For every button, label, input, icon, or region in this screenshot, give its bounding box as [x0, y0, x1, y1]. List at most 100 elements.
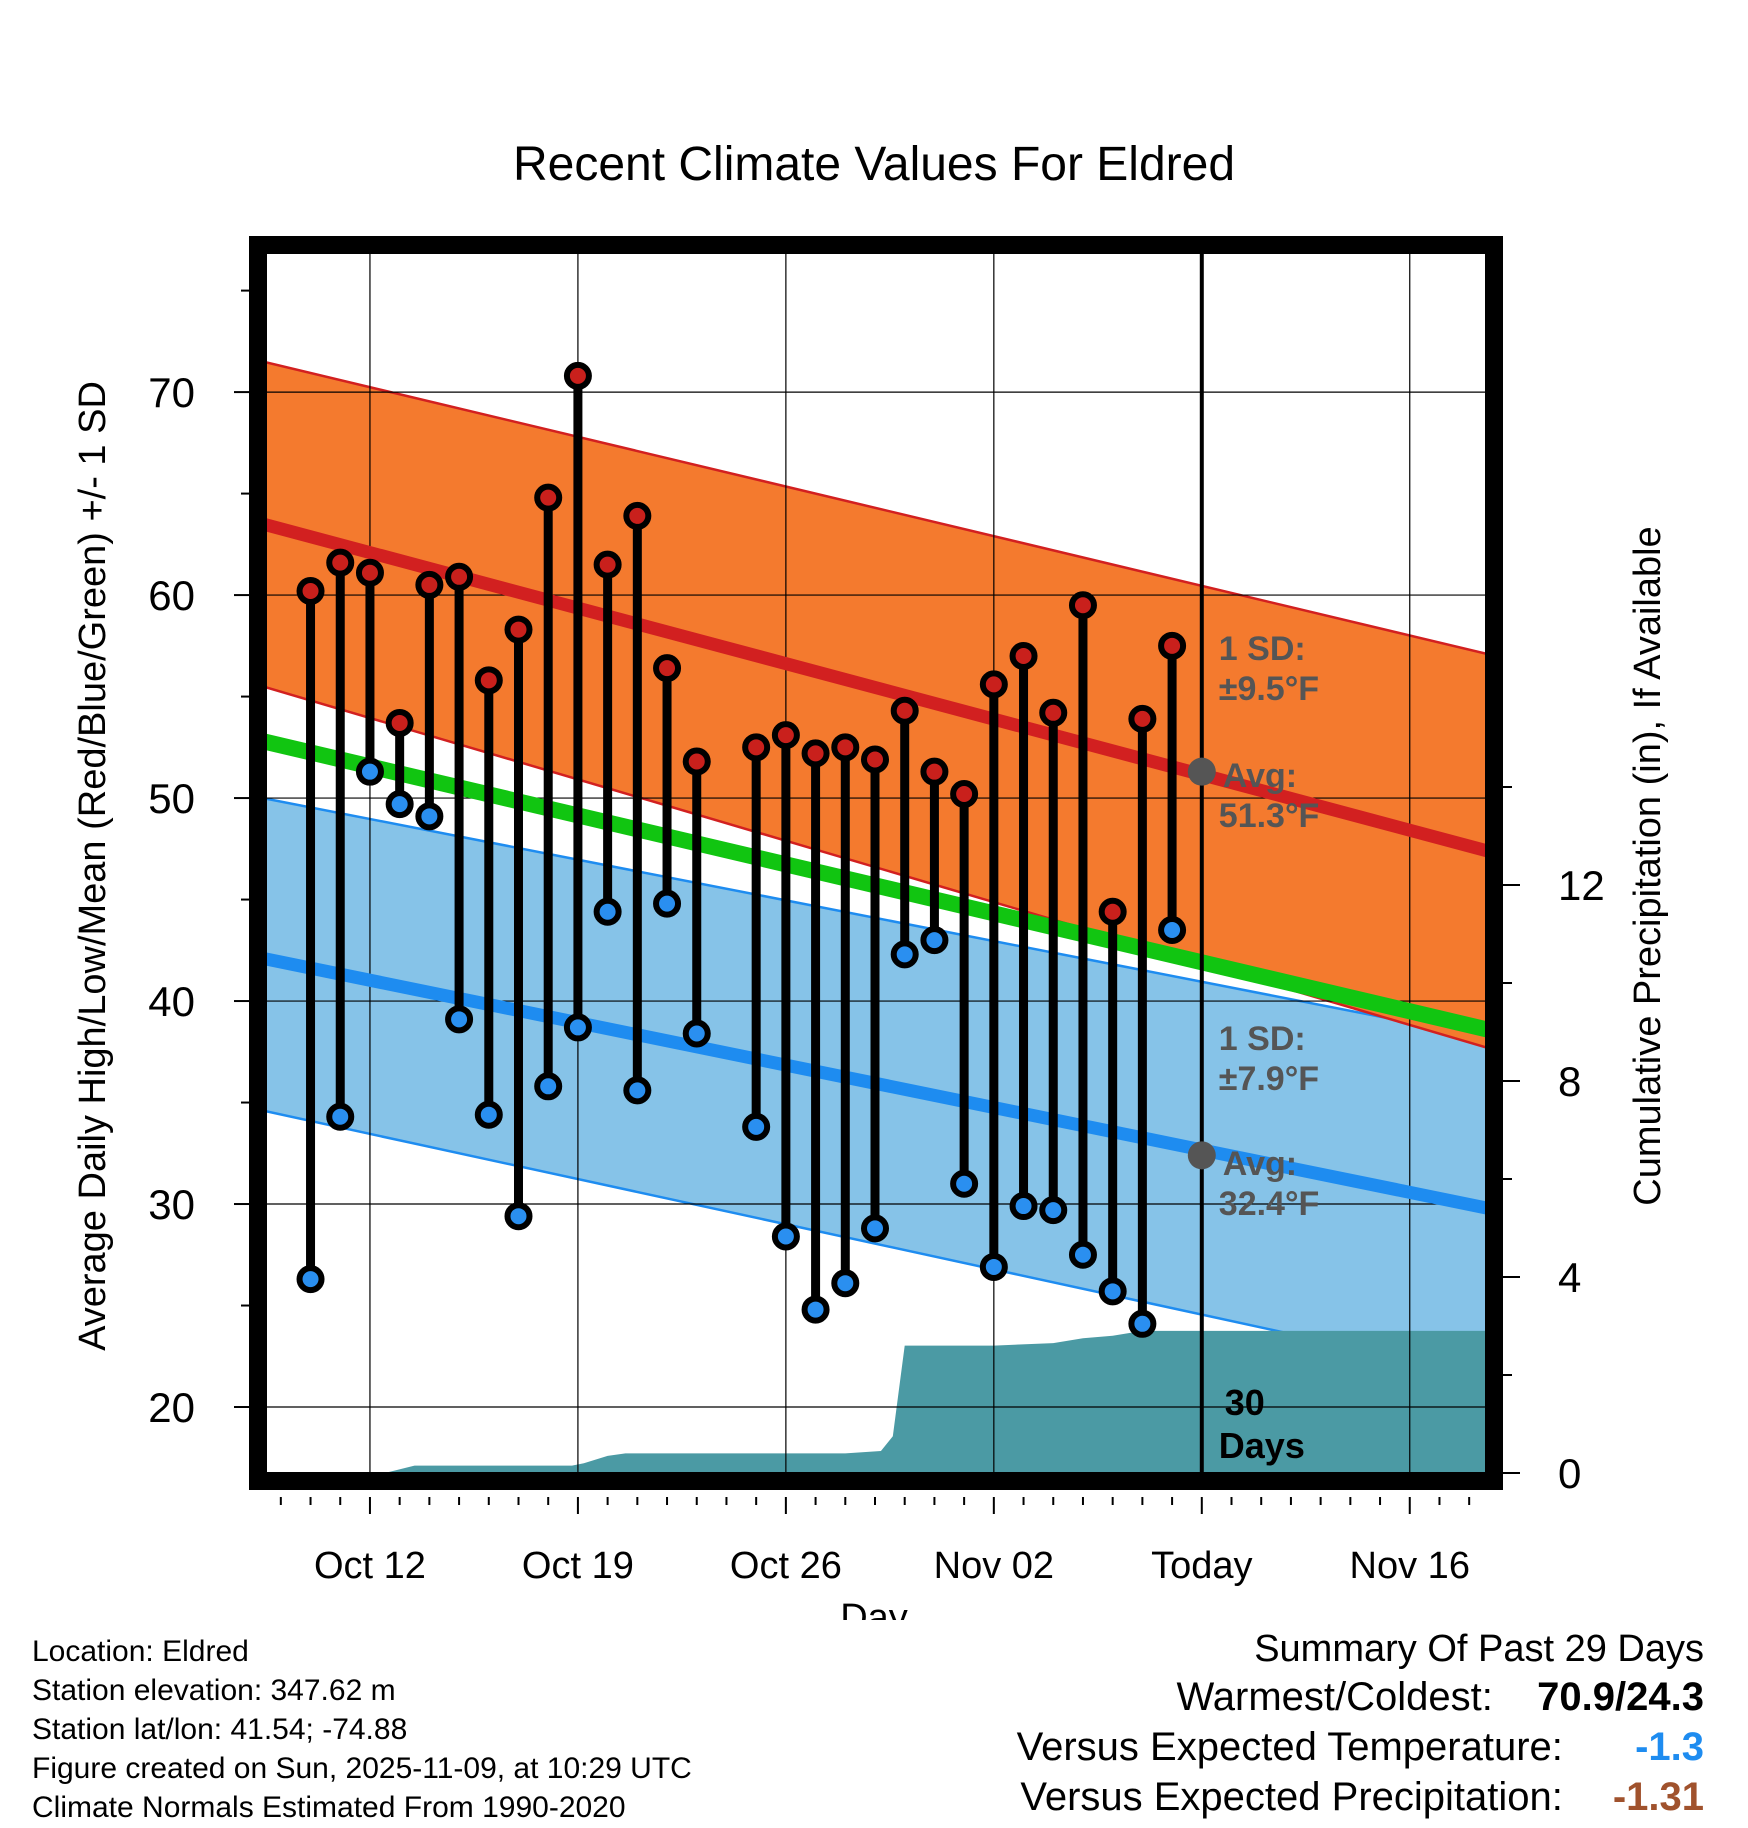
obs-low-point — [385, 790, 414, 819]
obs-high-point — [504, 615, 533, 644]
obs-low-point — [742, 1112, 771, 1141]
obs-high-point — [1128, 704, 1157, 733]
obs-low-point — [950, 1169, 979, 1198]
obs-high-point — [355, 558, 384, 587]
high-sd-band — [263, 361, 1487, 1048]
precip-diff-row: Versus Expected Precipitation: -1.31 — [1017, 1772, 1704, 1822]
obs-low-point — [445, 1005, 474, 1034]
elevation-text: Station elevation: 347.62 m — [32, 1674, 396, 1707]
obs-low-point — [1098, 1277, 1127, 1306]
high-sd-label: 1 SD: — [1219, 630, 1306, 668]
obs-low-point — [1039, 1196, 1068, 1225]
obs-high-point — [593, 550, 622, 579]
obs-high-point — [682, 747, 711, 776]
normals-period-text: Climate Normals Estimated From 1990-2020 — [32, 1791, 626, 1824]
summary-header: Summary Of Past 29 Days — [1254, 1628, 1704, 1670]
climate-chart: Recent Climate Values For Eldred 2030405… — [72, 138, 1669, 1620]
obs-low-point — [504, 1202, 533, 1231]
y2-tick-label-0: 0 — [1558, 1450, 1581, 1497]
y2-tick-label-8: 8 — [1558, 1058, 1581, 1105]
obs-low-point — [771, 1222, 800, 1251]
obs-high-point — [385, 708, 414, 737]
latlon-text: Station lat/lon: 41.54; -74.88 — [32, 1713, 408, 1746]
precip-diff-label: Versus Expected Precipitation: — [1020, 1775, 1563, 1819]
location-text: Location: Eldred — [32, 1635, 249, 1668]
y-tick-label-30: 30 — [148, 1181, 195, 1228]
temp-diff-row: Versus Expected Temperature: -1.3 — [1017, 1722, 1704, 1772]
obs-low-point — [1068, 1240, 1097, 1269]
obs-low-point — [593, 897, 622, 926]
obs-low-point — [1009, 1192, 1038, 1221]
obs-high-point — [831, 733, 860, 762]
obs-low-point — [920, 926, 949, 955]
obs-low-point — [415, 802, 444, 831]
obs-high-point — [623, 501, 652, 530]
precip-days-label: Days — [1219, 1425, 1305, 1466]
y2-tick-label-12: 12 — [1558, 862, 1605, 909]
obs-low-point — [355, 757, 384, 786]
obs-low-point — [1158, 916, 1187, 944]
y-tick-label-40: 40 — [148, 978, 195, 1025]
obs-low-point — [890, 940, 919, 969]
high-avg-value: 51.3°F — [1219, 797, 1320, 835]
obs-high-point — [474, 666, 503, 695]
x-tick-label-4: Today — [1151, 1545, 1252, 1587]
station-info: Location: Eldred Station elevation: 347.… — [32, 1632, 692, 1827]
high-avg-label: Avg: — [1223, 757, 1297, 795]
obs-high-point — [1068, 591, 1097, 620]
x-tick-label-1: Oct 19 — [522, 1545, 634, 1587]
obs-low-point — [861, 1214, 889, 1243]
low-sd-value: ±7.9°F — [1219, 1060, 1319, 1098]
obs-high-point — [742, 733, 771, 762]
y-tick-label-60: 60 — [148, 572, 195, 619]
obs-high-point — [890, 696, 919, 725]
high-sd-band-upper-edge — [263, 360, 1487, 656]
today-high-avg-dot — [1187, 757, 1216, 786]
x-tick-label-5: Nov 16 — [1350, 1545, 1470, 1587]
obs-high-point — [861, 745, 889, 774]
precip-diff-value: -1.31 — [1612, 1775, 1704, 1819]
x-tick-label-2: Oct 26 — [730, 1545, 842, 1587]
obs-high-point — [920, 757, 949, 786]
low-avg-label: Avg: — [1223, 1145, 1297, 1183]
y-axis-label: Average Daily High/Low/Mean (Red/Blue/Gr… — [72, 381, 114, 1351]
precip-days-number: 30 — [1225, 1382, 1265, 1423]
obs-low-point — [623, 1076, 652, 1105]
obs-low-point — [534, 1072, 563, 1101]
temp-diff-value: -1.3 — [1635, 1725, 1704, 1769]
obs-high-point — [1009, 641, 1038, 670]
plot-frame — [249, 236, 1503, 1490]
warm-cold-label: Warmest/Coldest: — [1176, 1675, 1493, 1719]
chart-title: Recent Climate Values For Eldred — [513, 138, 1235, 191]
obs-high-point — [1098, 897, 1127, 926]
obs-low-point — [563, 1013, 592, 1042]
low-avg-value: 32.4°F — [1219, 1185, 1320, 1223]
obs-high-point — [534, 483, 563, 512]
obs-high-point — [296, 577, 325, 606]
x-tick-label-0: Oct 12 — [314, 1545, 426, 1587]
y2-axis-label: Cumulative Precipitation (in), If Availa… — [1627, 526, 1669, 1205]
obs-low-point — [682, 1019, 711, 1048]
obs-high-point — [445, 562, 474, 591]
y2-tick-label-4: 4 — [1558, 1254, 1581, 1301]
obs-high-point — [771, 721, 800, 750]
y-tick-label-50: 50 — [148, 775, 195, 822]
obs-high-point — [801, 739, 830, 768]
obs-high-point — [563, 361, 592, 390]
obs-low-point — [1128, 1309, 1157, 1338]
obs-high-point — [415, 570, 444, 599]
warm-cold-row: Warmest/Coldest: 70.9/24.3 — [1017, 1672, 1705, 1722]
high-sd-value: ±9.5°F — [1219, 670, 1319, 708]
x-axis-label: Day — [840, 1597, 908, 1620]
obs-high-point — [653, 654, 682, 683]
obs-high-point — [950, 780, 979, 808]
precip-area — [263, 1330, 1487, 1473]
x-tick-label-3: Nov 02 — [934, 1545, 1054, 1587]
today-low-avg-dot — [1187, 1141, 1216, 1170]
obs-high-point — [326, 548, 355, 577]
obs-low-point — [474, 1100, 503, 1129]
temp-diff-label: Versus Expected Temperature: — [1016, 1725, 1563, 1769]
obs-high-point — [979, 670, 1008, 699]
obs-low-point — [296, 1265, 325, 1294]
obs-low-point — [653, 889, 682, 918]
